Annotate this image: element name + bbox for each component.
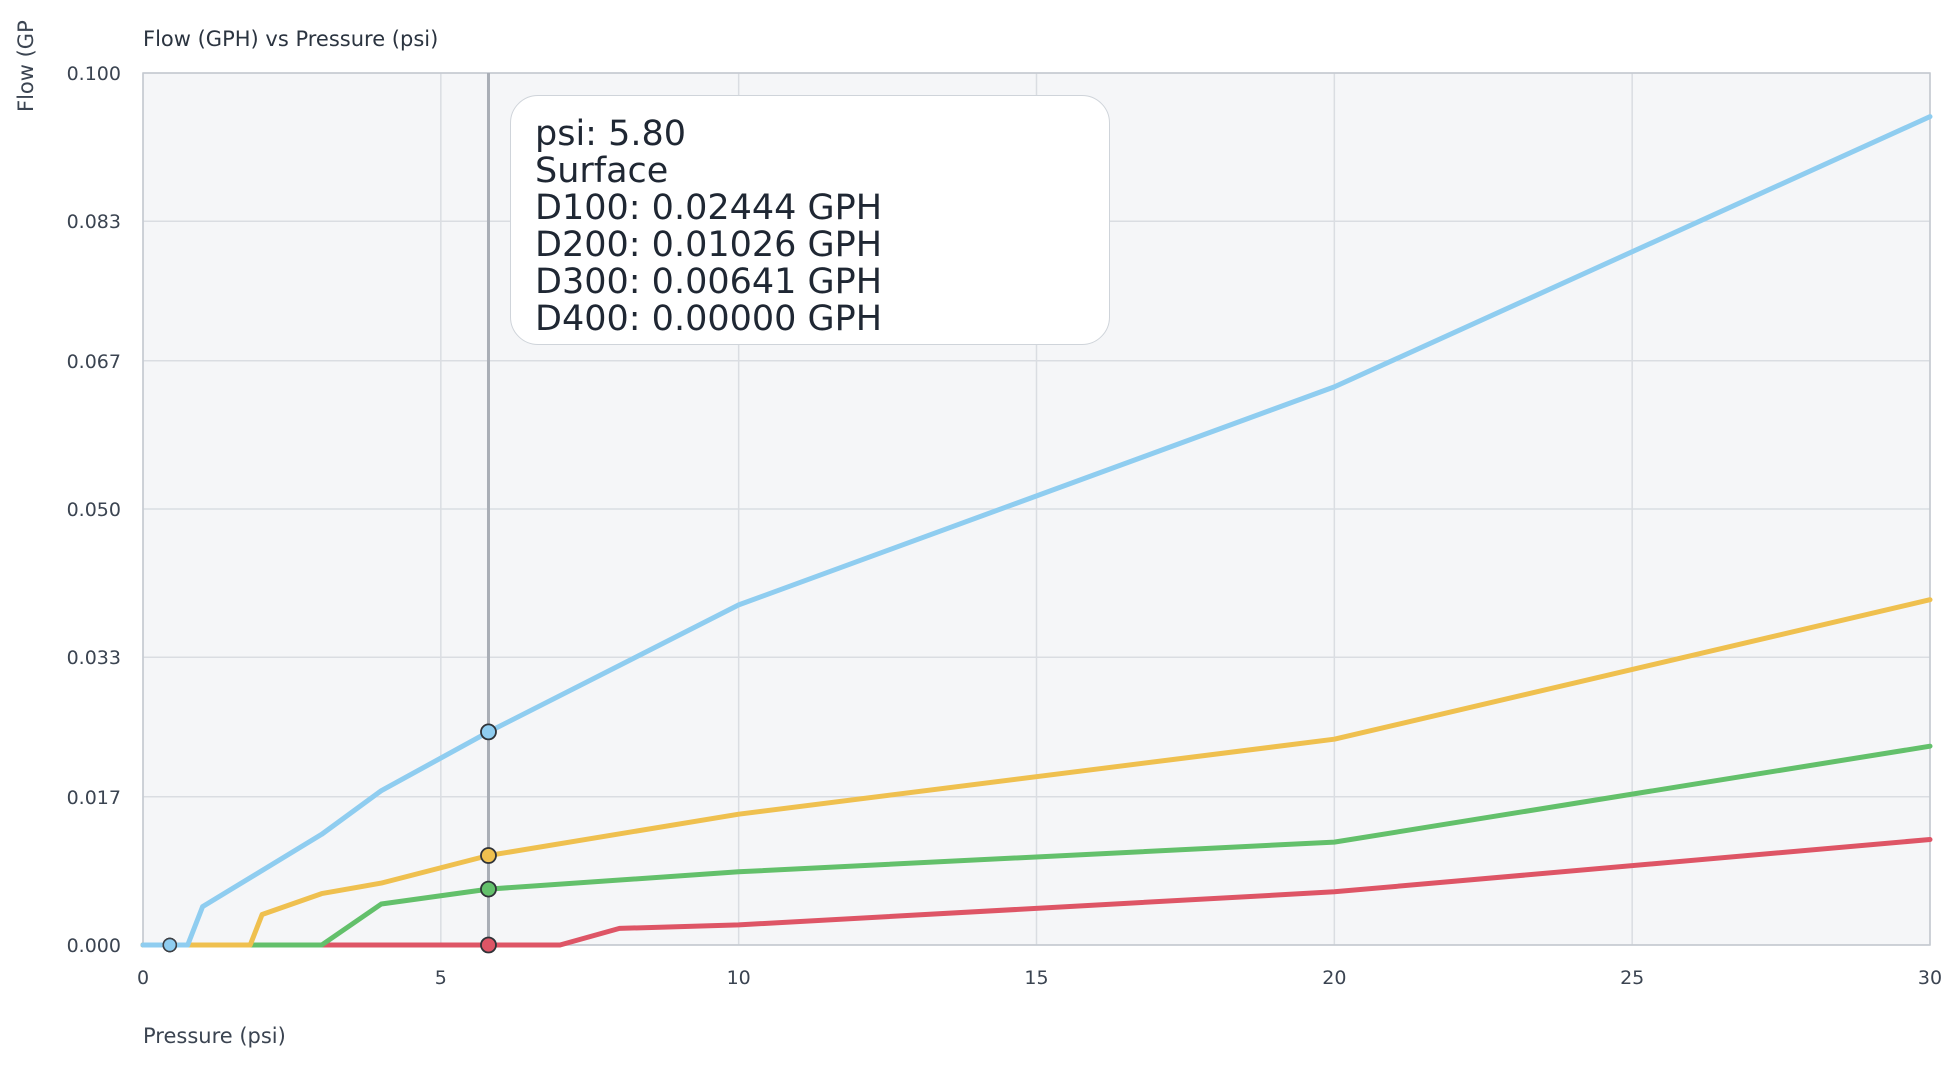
hover-marker-d200 — [480, 847, 497, 864]
x-tick-label: 20 — [1322, 967, 1346, 989]
hover-marker-d100 — [480, 723, 497, 741]
origin-point-d100 — [162, 937, 178, 953]
x-tick-label: 5 — [435, 967, 447, 989]
x-tick-label: 30 — [1918, 967, 1942, 989]
tooltip-row-d200: D200: 0.01026 GPH — [535, 225, 883, 265]
tooltip-psi: psi: 5.80 — [535, 114, 687, 154]
series-line-d200[interactable] — [140, 597, 1933, 948]
y-tick-label: 0.050 — [67, 499, 121, 521]
tooltip-row-d100: D100: 0.02444 GPH — [535, 188, 883, 228]
x-tick-label: 10 — [727, 967, 751, 989]
y-tick-label: 0.000 — [67, 935, 121, 957]
hover-tooltip: psi: 5.80 Surface D100: 0.02444 GPH D200… — [510, 95, 1110, 345]
tooltip-row-d300: D300: 0.00641 GPH — [535, 262, 883, 302]
x-axis-title: Pressure (psi) — [143, 1024, 286, 1048]
hover-marker-d300 — [480, 880, 497, 898]
chart-title: Flow (GPH) vs Pressure (psi) — [143, 27, 438, 51]
x-tick-label: 15 — [1024, 967, 1048, 989]
x-axis: 0 5 10 15 20 25 30 — [137, 967, 1942, 989]
hover-marker-d400 — [480, 936, 497, 954]
series-line-d100[interactable] — [140, 114, 1933, 948]
plot-frame — [142, 72, 1931, 946]
x-tick-label: 0 — [137, 967, 149, 989]
y-tick-label: 0.100 — [67, 63, 121, 85]
y-axis: 0.000 0.017 0.033 0.050 0.067 0.083 0.100 — [67, 63, 121, 957]
y-axis-title: Flow (GP — [14, 20, 38, 112]
tooltip-label: Surface — [535, 151, 669, 191]
x-tick-label: 25 — [1620, 967, 1644, 989]
hover-markers — [162, 723, 497, 954]
y-tick-label: 0.083 — [67, 211, 121, 233]
y-tick-label: 0.017 — [67, 787, 121, 809]
y-tick-label: 0.033 — [67, 647, 121, 669]
y-tick-label: 0.067 — [67, 351, 121, 373]
tooltip-row-d400: D400: 0.00000 GPH — [535, 299, 883, 339]
